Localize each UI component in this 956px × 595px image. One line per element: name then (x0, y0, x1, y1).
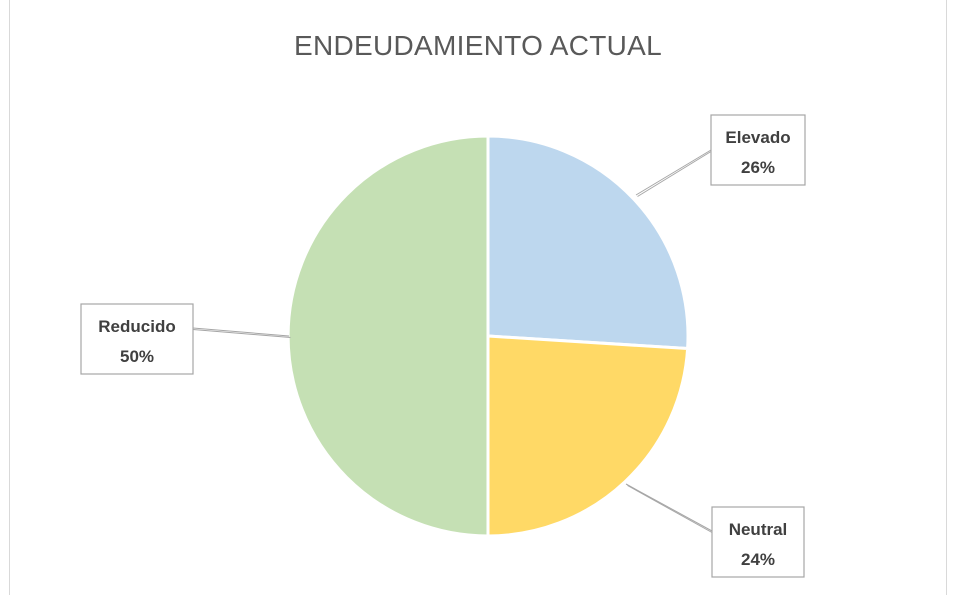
chart-area (9, 0, 947, 595)
leader-line (625, 483, 713, 532)
leader-line (192, 329, 291, 338)
pie-slice-neutral (486, 334, 690, 538)
data-label-box (711, 506, 805, 578)
pie-slice-reducido (286, 134, 490, 538)
leader-line (192, 327, 290, 337)
data-label-value: 26% (741, 158, 775, 177)
data-label-category: Elevado (725, 128, 790, 147)
data-label-reducido: Reducido 50% (80, 303, 291, 375)
leader-line (637, 151, 712, 197)
leader-line (635, 149, 712, 196)
data-label-elevado: Elevado 26% (635, 114, 806, 197)
pie-slices (286, 134, 690, 538)
chart-title: ENDEUDAMIENTO ACTUAL (294, 30, 662, 61)
data-label-box (710, 114, 806, 186)
pie-slice-elevado (486, 134, 690, 351)
data-label-callouts: Elevado 26% Neutral 24% Reducido 50% (80, 114, 806, 578)
data-label-box (80, 303, 194, 375)
data-label-value: 24% (741, 550, 775, 569)
data-label-category: Neutral (729, 520, 788, 539)
leader-line (627, 485, 713, 533)
data-label-category: Reducido (98, 317, 175, 336)
data-label-neutral: Neutral 24% (625, 483, 805, 578)
data-label-value: 50% (120, 347, 154, 366)
